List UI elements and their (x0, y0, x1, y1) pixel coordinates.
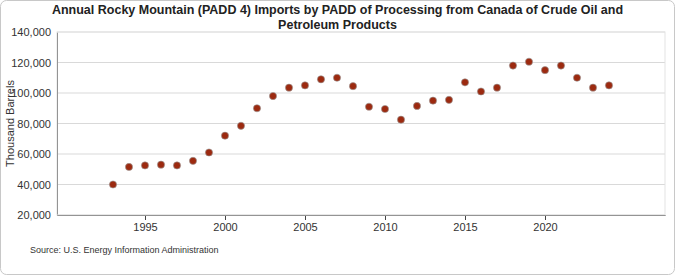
point (525, 58, 532, 65)
y-tick-label: 60,000 (17, 148, 51, 160)
point (333, 74, 340, 81)
point (605, 82, 612, 89)
point (365, 103, 372, 110)
x-tick-mark (385, 215, 386, 220)
point (381, 105, 388, 112)
plot-frame (57, 32, 665, 215)
x-tick-mark (145, 215, 146, 220)
y-tick: 20,000 (17, 209, 57, 221)
x-tick-label: 2010 (373, 221, 397, 233)
x-tick-mark (305, 215, 306, 220)
point (541, 67, 548, 74)
grid-line (57, 154, 665, 155)
x-tick: 2010 (373, 215, 397, 233)
point (349, 83, 356, 90)
title: Annual Rocky Mountain (PADD 4) Imports b… (52, 3, 623, 32)
point (301, 82, 308, 89)
chart: Annual Rocky Mountain (PADD 4) Imports b… (0, 0, 675, 275)
y-tick-label: 80,000 (17, 118, 51, 130)
point (141, 162, 148, 169)
x-tick-mark (465, 215, 466, 220)
title-line: Annual Rocky Mountain (PADD 4) Imports b… (52, 3, 623, 17)
x-tick-label: 2020 (533, 221, 557, 233)
frame (1, 1, 675, 275)
x-tick-label: 1995 (133, 221, 157, 233)
grid-line (57, 93, 665, 94)
grid-line (57, 123, 665, 124)
point (157, 161, 164, 168)
point (253, 105, 260, 112)
point (557, 62, 564, 69)
marks (109, 58, 612, 188)
point (269, 92, 276, 99)
point (589, 84, 596, 91)
x-tick: 2015 (453, 215, 477, 233)
y-axis-title: Thousand Barrels (4, 80, 16, 167)
y-tick-label: 100,000 (11, 87, 51, 99)
point (317, 76, 324, 83)
point (125, 163, 132, 170)
point (493, 84, 500, 91)
point (221, 132, 228, 139)
y-tick: 40,000 (17, 179, 57, 191)
x-tick-mark (225, 215, 226, 220)
x-tick: 2000 (213, 215, 237, 233)
x-tick: 2005 (293, 215, 317, 233)
point (237, 122, 244, 129)
y-tick-label: 140,000 (11, 26, 51, 38)
y-tick: 120,000 (11, 57, 57, 69)
point (477, 88, 484, 95)
x-tick-label: 2000 (213, 221, 237, 233)
source: Source: U.S. Energy Information Administ… (30, 245, 219, 255)
y-tick-label: 20,000 (17, 209, 51, 221)
point (173, 162, 180, 169)
point (109, 181, 116, 188)
grid-line (57, 62, 665, 63)
point (397, 116, 404, 123)
y-tick-label: 40,000 (17, 179, 51, 191)
point (509, 62, 516, 69)
y-tick: 80,000 (17, 118, 57, 130)
title-line: Petroleum Products (278, 18, 397, 32)
point (429, 97, 436, 104)
x-tick-label: 2015 (453, 221, 477, 233)
x-tick-label: 2005 (293, 221, 317, 233)
y-tick: 100,000 (11, 87, 57, 99)
point (461, 79, 468, 86)
point (445, 96, 452, 103)
y-tick: 60,000 (17, 148, 57, 160)
point (189, 157, 196, 164)
x-tick: 1995 (133, 215, 157, 233)
series (109, 58, 612, 188)
point (285, 84, 292, 91)
x-axis: 1995 2000 2005 2010 2015 2020 (58, 215, 666, 233)
grid (57, 32, 665, 215)
x-tick-mark (545, 215, 546, 220)
grid-line (57, 184, 665, 185)
y-axis: 20,000 40,000 60,000 80,000 100,000 120,000 14… (11, 26, 57, 221)
x-tick: 2020 (533, 215, 557, 233)
point (413, 102, 420, 109)
point (205, 149, 212, 156)
y-tick-label: 120,000 (11, 57, 51, 69)
y-tick: 140,000 (11, 26, 57, 38)
point (573, 74, 580, 81)
